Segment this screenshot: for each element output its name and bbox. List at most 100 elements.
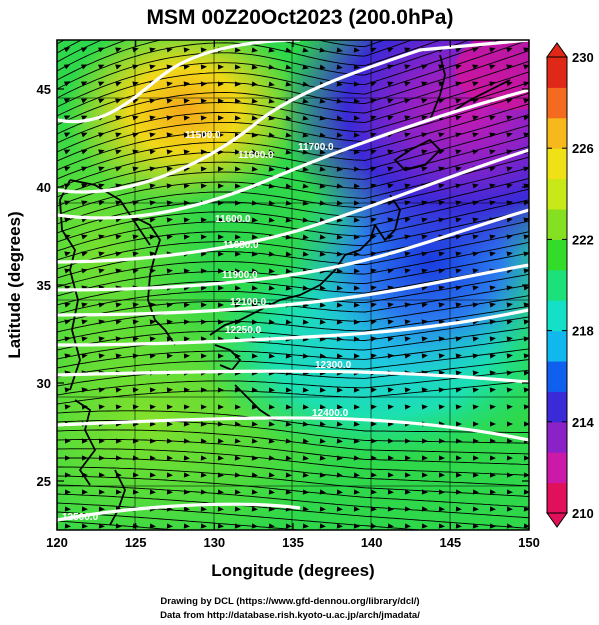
x-tick-label: 125 bbox=[125, 535, 147, 550]
wind-arrow bbox=[183, 217, 190, 223]
wind-arrow bbox=[234, 506, 241, 512]
wind-arrow bbox=[438, 183, 445, 189]
wind-arrow bbox=[472, 149, 479, 155]
streamline bbox=[57, 103, 529, 171]
wind-arrow bbox=[455, 115, 462, 121]
wind-arrow bbox=[370, 47, 377, 53]
colorbar-tick-label: 214 bbox=[572, 415, 594, 430]
wind-arrow bbox=[370, 81, 377, 87]
wind-arrow bbox=[251, 115, 258, 121]
wind-arrow bbox=[523, 98, 529, 104]
wind-arrow bbox=[132, 489, 139, 495]
wind-arrow bbox=[523, 506, 529, 512]
wind-arrow bbox=[336, 98, 343, 104]
wind-arrow bbox=[115, 115, 122, 121]
x-tick-label: 130 bbox=[203, 535, 225, 550]
wind-arrow bbox=[149, 183, 156, 189]
wind-arrow bbox=[234, 166, 241, 172]
wind-arrow bbox=[200, 166, 207, 172]
wind-arrow bbox=[166, 336, 173, 342]
wind-arrow bbox=[217, 404, 224, 410]
wind-arrow bbox=[472, 183, 479, 189]
wind-arrow bbox=[98, 268, 105, 274]
wind-arrow bbox=[217, 523, 224, 529]
wind-arrow bbox=[234, 438, 241, 444]
wind-arrow bbox=[81, 183, 88, 189]
streamline bbox=[57, 457, 529, 487]
wind-arrow bbox=[421, 234, 428, 240]
wind-arrow bbox=[149, 234, 156, 240]
streamline bbox=[57, 438, 529, 465]
y-tick-label: 30 bbox=[37, 376, 51, 391]
wind-arrow bbox=[455, 98, 462, 104]
wind-arrow bbox=[319, 438, 326, 444]
wind-arrow bbox=[132, 336, 139, 342]
wind-arrow bbox=[115, 251, 122, 257]
wind-arrow bbox=[200, 302, 207, 308]
wind-arrow bbox=[268, 149, 275, 155]
streamline bbox=[57, 40, 442, 90]
wind-arrow bbox=[268, 268, 275, 274]
wind-arrow bbox=[438, 166, 445, 172]
wind-arrow bbox=[64, 387, 71, 393]
wind-arrow bbox=[166, 455, 173, 461]
wind-arrow bbox=[217, 506, 224, 512]
wind-arrow bbox=[251, 472, 258, 478]
wind-arrow bbox=[319, 523, 326, 529]
wind-arrow bbox=[319, 234, 326, 240]
wind-arrow bbox=[268, 523, 275, 529]
wind-arrow bbox=[455, 81, 462, 87]
wind-arrow bbox=[251, 285, 258, 291]
wind-arrow bbox=[387, 149, 394, 155]
wind-arrow bbox=[217, 455, 224, 461]
wind-arrow bbox=[455, 353, 462, 359]
wind-arrow bbox=[302, 251, 309, 257]
wind-arrow bbox=[98, 81, 105, 87]
wind-arrow bbox=[489, 336, 496, 342]
wind-arrow bbox=[404, 64, 411, 70]
wind-arrow bbox=[166, 268, 173, 274]
credit-line-2: Data from http://database.rish.kyoto-u.a… bbox=[160, 610, 420, 621]
wind-arrow bbox=[336, 268, 343, 274]
wind-arrow bbox=[421, 98, 428, 104]
wind-arrow bbox=[234, 285, 241, 291]
wind-arrow bbox=[387, 166, 394, 172]
wind-arrow bbox=[506, 472, 513, 478]
wind-arrow bbox=[489, 149, 496, 155]
contour-label: 12250.0 bbox=[225, 325, 262, 336]
wind-arrow bbox=[336, 387, 343, 393]
wind-arrow bbox=[149, 387, 156, 393]
wind-arrow bbox=[353, 523, 360, 529]
wind-arrow bbox=[370, 132, 377, 138]
streamline bbox=[57, 40, 414, 81]
wind-arrow bbox=[268, 132, 275, 138]
streamline bbox=[57, 252, 529, 297]
colorbar-max-triangle bbox=[546, 42, 568, 58]
wind-arrow bbox=[421, 353, 428, 359]
wind-arrow bbox=[166, 98, 173, 104]
wind-arrow bbox=[132, 64, 139, 70]
wind-arrow bbox=[132, 319, 139, 325]
colorbar-segment bbox=[547, 87, 567, 119]
wind-arrow bbox=[302, 387, 309, 393]
wind-arrow bbox=[319, 506, 326, 512]
wind-arrow bbox=[370, 506, 377, 512]
wind-arrow bbox=[506, 183, 513, 189]
wind-arrow bbox=[115, 302, 122, 308]
wind-arrow bbox=[166, 115, 173, 121]
wind-arrow bbox=[506, 370, 513, 376]
wind-arrow bbox=[285, 489, 292, 495]
wind-arrow bbox=[200, 115, 207, 121]
wind-arrow bbox=[421, 404, 428, 410]
wind-arrow bbox=[200, 387, 207, 393]
wind-arrow bbox=[455, 285, 462, 291]
streamline bbox=[57, 209, 529, 261]
wind-arrow bbox=[353, 166, 360, 172]
wind-arrow bbox=[200, 217, 207, 223]
wind-arrow bbox=[506, 285, 513, 291]
wind-arrow bbox=[523, 64, 529, 70]
wind-arrow bbox=[81, 438, 88, 444]
streamline bbox=[57, 71, 529, 144]
wind-arrow bbox=[183, 319, 190, 325]
wind-arrow bbox=[149, 421, 156, 427]
